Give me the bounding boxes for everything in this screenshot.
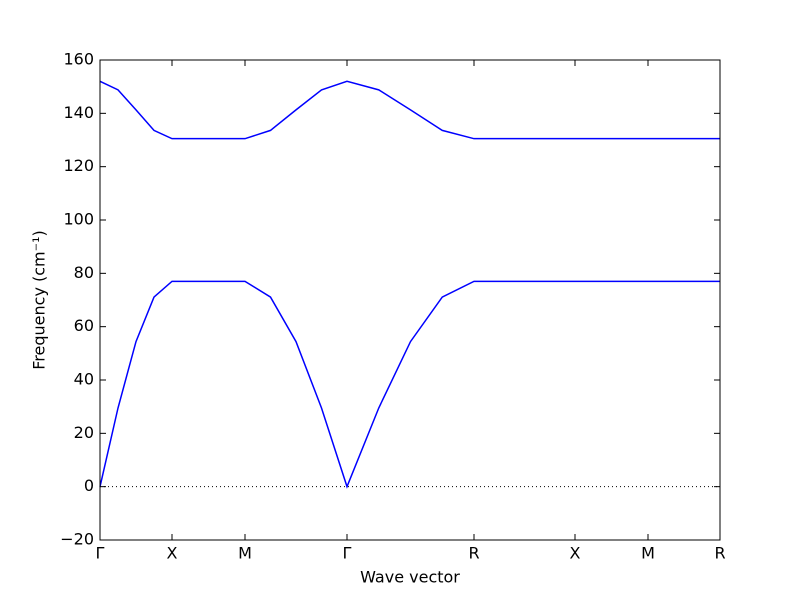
x-tick-label: R bbox=[468, 544, 479, 563]
band-line bbox=[99, 80, 720, 140]
y-tick-label: 0 bbox=[84, 476, 94, 495]
x-tick-label: Γ bbox=[343, 544, 352, 563]
band-line bbox=[99, 280, 720, 489]
y-tick-label: 60 bbox=[74, 316, 94, 335]
x-tick-label: X bbox=[167, 544, 178, 563]
x-axis-label: Wave vector bbox=[360, 568, 460, 587]
y-tick-label: 120 bbox=[63, 156, 94, 175]
plot-frame bbox=[99, 59, 721, 541]
x-tick-label: Γ bbox=[96, 544, 105, 563]
x-tick-label: M bbox=[641, 544, 655, 563]
y-tick-label: 100 bbox=[63, 210, 94, 229]
y-tick-label: 40 bbox=[74, 370, 94, 389]
x-tick-label: M bbox=[238, 544, 252, 563]
y-tick-label: 160 bbox=[63, 50, 94, 69]
y-tick-label: 140 bbox=[63, 103, 94, 122]
x-tick-label: R bbox=[714, 544, 725, 563]
y-tick-label: −20 bbox=[60, 530, 94, 549]
y-axis-label: Frequency (cm⁻¹) bbox=[30, 230, 49, 369]
y-tick-label: 20 bbox=[74, 423, 94, 442]
y-tick-label: 80 bbox=[74, 263, 94, 282]
x-tick-label: X bbox=[570, 544, 581, 563]
